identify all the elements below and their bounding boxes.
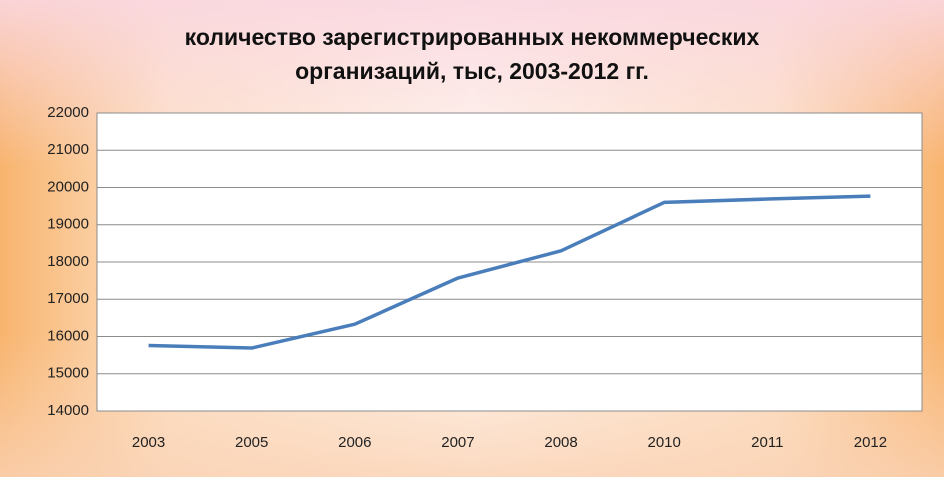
x-tick-label: 2007 [441,434,474,451]
y-tick-label: 17000 [47,290,89,307]
x-tick-label: 2011 [751,434,783,451]
x-tick-label: 2008 [544,434,577,451]
data-line [148,194,871,350]
y-tick-label: 14000 [47,402,89,419]
x-tick-label: 2010 [648,434,681,451]
x-tick-label: 2006 [338,434,371,451]
x-tick-label: 2003 [132,434,165,451]
y-tick-label: 18000 [47,253,89,270]
x-tick-label: 2012 [854,434,887,451]
chart-title: количество зарегистрированных некоммерче… [184,24,760,84]
y-tick-label: 20000 [47,178,89,195]
x-tick-label: 2005 [235,434,268,451]
y-tick-label: 19000 [47,216,89,233]
y-tick-label: 16000 [47,327,89,344]
y-tick-label: 21000 [47,141,89,158]
y-tick-label: 22000 [47,104,89,121]
y-tick-label: 15000 [47,365,89,382]
